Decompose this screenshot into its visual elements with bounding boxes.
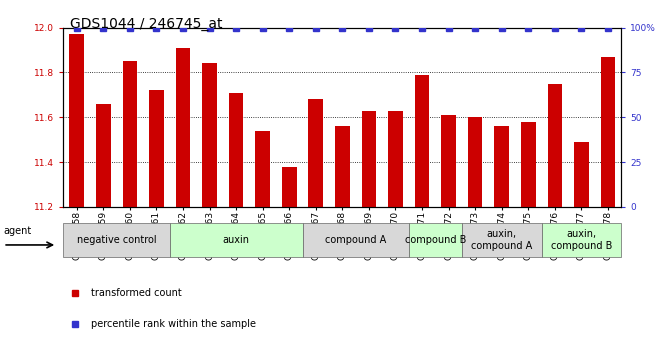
Bar xyxy=(202,63,217,207)
Bar xyxy=(170,223,303,257)
Text: compound B: compound B xyxy=(405,235,466,245)
Bar xyxy=(574,142,589,207)
Bar xyxy=(303,223,409,257)
Bar xyxy=(442,115,456,207)
Bar xyxy=(255,131,270,207)
Bar xyxy=(542,223,621,257)
Bar xyxy=(468,117,482,207)
Text: agent: agent xyxy=(3,226,31,236)
Bar xyxy=(122,61,137,207)
Bar xyxy=(361,110,376,207)
Bar xyxy=(462,223,542,257)
Bar xyxy=(309,99,323,207)
Text: auxin: auxin xyxy=(222,235,250,245)
Bar xyxy=(388,110,403,207)
Bar xyxy=(415,75,430,207)
Bar xyxy=(176,48,190,207)
Bar xyxy=(335,126,349,207)
Bar xyxy=(601,57,615,207)
Text: negative control: negative control xyxy=(77,235,156,245)
Bar xyxy=(69,34,84,207)
Bar xyxy=(229,92,243,207)
Text: transformed count: transformed count xyxy=(92,288,182,298)
Bar xyxy=(409,223,462,257)
Text: auxin,
compound B: auxin, compound B xyxy=(550,229,612,250)
Text: percentile rank within the sample: percentile rank within the sample xyxy=(92,319,257,329)
Bar xyxy=(548,83,562,207)
Text: GDS1044 / 246745_at: GDS1044 / 246745_at xyxy=(70,17,222,31)
Bar xyxy=(521,122,536,207)
Bar xyxy=(494,126,509,207)
Bar xyxy=(149,90,164,207)
Text: compound A: compound A xyxy=(325,235,386,245)
Bar xyxy=(96,104,111,207)
Bar xyxy=(282,167,297,207)
Text: auxin,
compound A: auxin, compound A xyxy=(471,229,532,250)
Bar xyxy=(63,223,170,257)
